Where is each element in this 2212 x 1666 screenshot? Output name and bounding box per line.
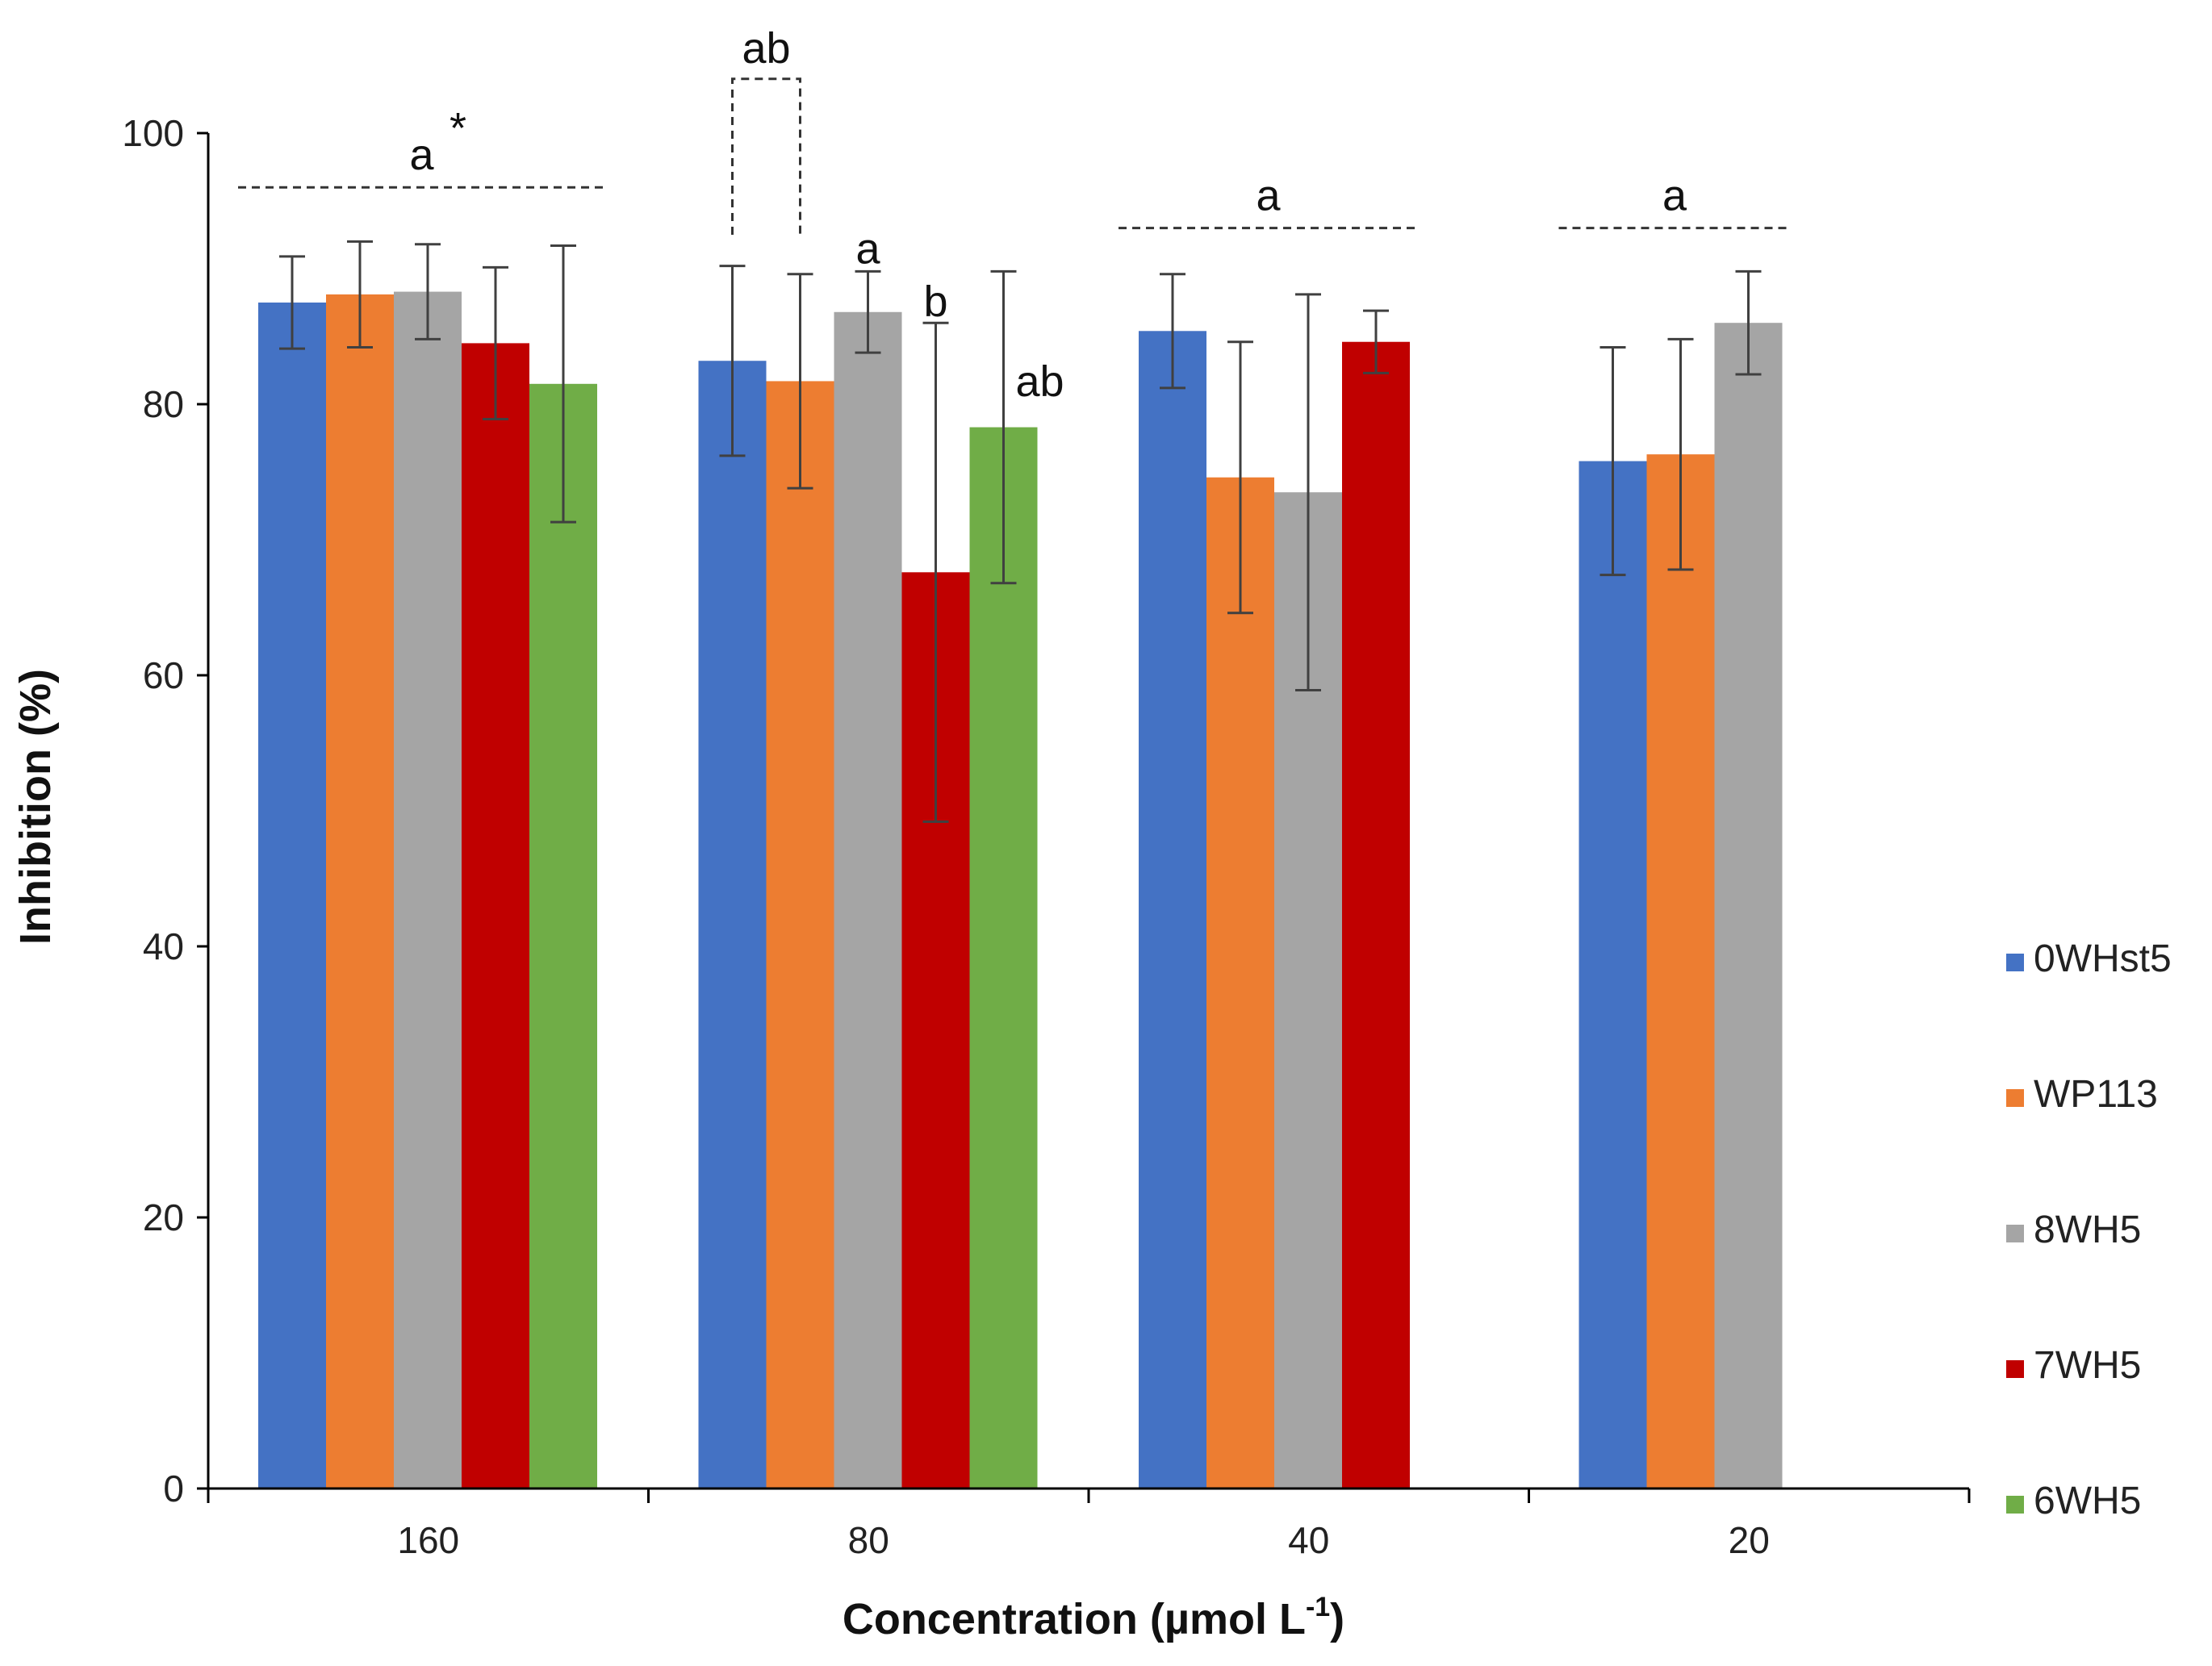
x-axis-title: Concentration (µmol L-1): [843, 1592, 1344, 1643]
legend-item-0WHst5: 0WHst5: [2006, 937, 2172, 980]
legend: 0WHst5 WP113 8WH5 7WH5 6WH5: [2006, 937, 2172, 1522]
bar-0WHst5-80: [698, 361, 767, 1489]
legend-label: 8WH5: [2034, 1209, 2141, 1251]
error-bar-8WH5-20: [1735, 269, 1762, 376]
error-bar-8WH5-160: [415, 243, 441, 340]
bar-8WH5-160: [394, 291, 462, 1489]
significance-letter: ab: [742, 24, 790, 73]
x-axis-title-superscript: -1: [1306, 1592, 1330, 1622]
error-bar-7WH5-80: [922, 321, 949, 823]
legend-label: 0WHst5: [2034, 937, 2172, 980]
significance-annotation-2: a: [855, 224, 880, 273]
legend-item-8WH5: 8WH5: [2006, 1209, 2141, 1251]
legend-swatch: [2006, 954, 2024, 971]
error-bar-8WH5-40: [1295, 293, 1321, 691]
bar-6WH5-80: [969, 427, 1038, 1489]
y-tick-label-80: 80: [143, 383, 184, 425]
bar-7WH5-40: [1342, 341, 1410, 1489]
bar-0WHst5-20: [1579, 461, 1647, 1489]
error-bar-WP113-160: [347, 240, 373, 349]
legend-label: 6WH5: [2034, 1480, 2141, 1522]
significance-letter: a: [409, 131, 434, 179]
y-tick-label-60: 60: [143, 654, 184, 696]
bar-0WHst5-40: [1139, 331, 1206, 1489]
significance-letter: a: [1256, 172, 1281, 220]
error-bar-0WHst5-40: [1160, 273, 1185, 390]
y-tick-label-40: 40: [143, 925, 184, 967]
legend-item-7WH5: 7WH5: [2006, 1344, 2141, 1387]
legend-label: WP113: [2034, 1073, 2158, 1116]
error-bar-WP113-20: [1667, 337, 1694, 571]
significance-letter: ab: [1015, 357, 1064, 406]
legend-item-WP113: WP113: [2006, 1073, 2158, 1116]
bar-6WH5-160: [529, 383, 597, 1489]
legend-label: 7WH5: [2034, 1344, 2141, 1387]
x-tick-label-80: 80: [848, 1519, 889, 1561]
legend-swatch: [2006, 1360, 2024, 1378]
y-tick-label-20: 20: [143, 1196, 184, 1238]
significance-annotation-3: b: [923, 278, 947, 326]
error-bar-7WH5-40: [1363, 309, 1389, 374]
legend-swatch: [2006, 1225, 2024, 1242]
bar-WP113-40: [1206, 477, 1274, 1489]
error-bar-6WH5-80: [990, 269, 1017, 585]
significance-annotation-6: a: [1558, 172, 1791, 230]
x-tick-label-160: 160: [397, 1519, 459, 1561]
error-bar-0WHst5-160: [279, 255, 305, 350]
error-bar-0WHst5-20: [1599, 345, 1626, 577]
significance-star: *: [450, 104, 466, 152]
legend-item-6WH5: 6WH5: [2006, 1480, 2141, 1522]
bar-WP113-80: [766, 381, 834, 1489]
error-bar-6WH5-160: [550, 244, 576, 524]
bar-8WH5-20: [1714, 323, 1783, 1489]
significance-letter: a: [855, 224, 880, 273]
error-bar-7WH5-160: [483, 265, 508, 420]
significance-annotation-5: a: [1119, 172, 1418, 230]
legend-swatch: [2006, 1496, 2024, 1514]
bar-WP113-20: [1646, 454, 1715, 1489]
error-bar-8WH5-80: [855, 269, 881, 354]
y-axis-title: Inhibition (%): [11, 669, 60, 945]
significance-bracket: [731, 77, 801, 235]
bar-8WH5-80: [834, 311, 902, 1489]
significance-annotation-0: a*: [238, 104, 605, 189]
error-bar-WP113-40: [1227, 340, 1253, 615]
significance-letter: a: [1662, 172, 1687, 220]
y-tick-label-0: 0: [163, 1468, 184, 1509]
error-bar-WP113-80: [787, 273, 813, 490]
significance-annotation-1: ab: [731, 24, 801, 235]
x-tick-label-20: 20: [1729, 1519, 1770, 1561]
bar-0WHst5-160: [258, 303, 326, 1489]
legend-swatch: [2006, 1089, 2024, 1107]
error-bar-0WHst5-80: [719, 265, 746, 457]
x-tick-label-40: 40: [1288, 1519, 1329, 1561]
bar-7WH5-160: [462, 343, 529, 1489]
y-tick-label-100: 100: [122, 112, 184, 154]
significance-annotation-4: ab: [1015, 357, 1064, 406]
bar-WP113-160: [326, 294, 394, 1489]
significance-letter: b: [923, 278, 947, 326]
